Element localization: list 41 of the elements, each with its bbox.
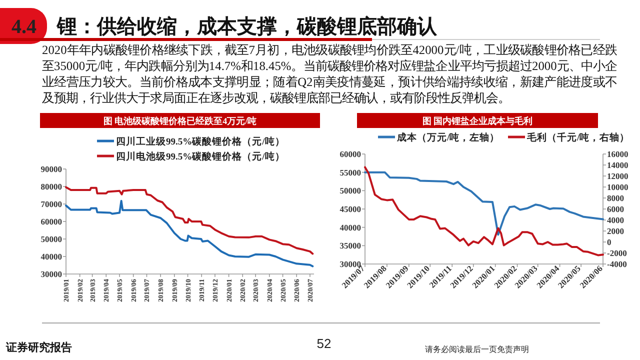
y-tick-label: 60000 [40,216,62,226]
y-tick-label: 40000 [40,252,62,262]
line-series [364,166,604,256]
y2-tick-label: 14000 [607,160,628,170]
y2-tick-label: 6000 [607,204,624,214]
legend-label: 毛利（千元/吨，右轴） [526,132,630,144]
line-series [65,186,314,255]
y2-tick-label: 4000 [607,215,624,225]
y-tick-label: 80000 [40,182,62,192]
legend-label: 四川工业级99.5%碳酸锂价格（元/吨） [116,136,285,148]
text: 请务必阅读最后一页免责声明 [425,345,529,354]
y2-tick-label: 16000 [607,149,628,159]
y-tick-label: 30000 [40,269,62,279]
y-tick-label: 55000 [340,167,361,178]
y-tick-label: 40000 [340,222,361,232]
line-series [364,171,604,236]
y-tick-label: 35000 [340,240,361,251]
y2-tick-label: -2000 [607,248,627,258]
text: 4.4 [12,16,36,38]
y2-tick-label: -4000 [607,259,627,269]
legend-label: 四川电池级99.5%碳酸锂价格（元/吨） [116,150,285,162]
text: 证券研究报告 [5,341,72,354]
y-tick-label: 50000 [40,234,62,244]
y-tick-label: 50000 [340,186,361,196]
y-tick-label: 60000 [340,149,361,159]
chart-title: 图 电池级碳酸锂价格已经跌至4万元/吨 [103,116,257,126]
y2-tick-label: 0 [607,237,612,247]
chart-title: 图 国内锂盐企业成本与毛利 [422,116,533,126]
y2-tick-label: 8000 [607,193,624,203]
y-tick-label: 70000 [40,199,62,209]
y2-tick-label: 12000 [607,171,628,181]
y-tick-label: 30000 [340,259,361,269]
y2-tick-label: 10000 [607,182,628,192]
y-tick-label: 90000 [40,164,62,174]
y2-tick-label: 2000 [607,226,624,236]
line-series [65,200,314,268]
legend-label: 成本（万元/吨，左轴） [396,132,500,144]
text: 2020年年内碳酸锂价格继续下跌，截至7月初，电池级碳酸锂均价跌至42000元/吨，工业级碳酸锂价格已经跌至35000元/吨，年内跌幅分别为14.7%和18.45%。当前碳酸锂价格对应锂盐企业平均亏损超过2000元、中小企业经营压力较大。当前价格成本支撑明显；随着Q2南美疫情蔓延，预计供给端持续收缩，新建产能进度或不及预期，行业供大于求局面正在逐步改观，碳酸锂底部已经确认，或有阶段性反弹机会。 [42,42,617,106]
text: 锂：供给收缩，成本支撑，碳酸锂底部确认 [56,15,438,38]
y-tick-label: 45000 [340,204,361,214]
text: 52 [316,336,332,351]
